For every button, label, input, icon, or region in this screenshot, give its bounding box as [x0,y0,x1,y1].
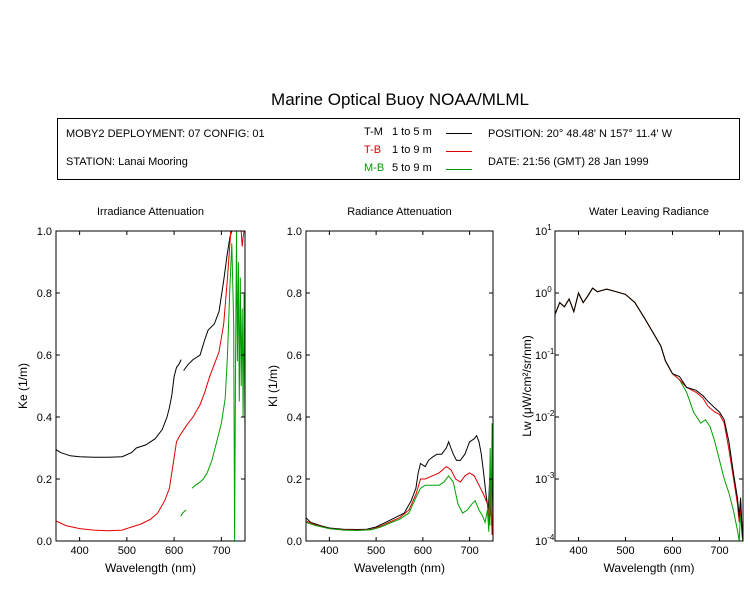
plot-frame [305,230,494,542]
x-tick-label: 600 [414,545,432,557]
y-tick-exponent: -2 [547,409,555,418]
y-tick-label: 0.0 [287,536,302,548]
y-axis-label: Kl (1/m) [266,365,280,407]
y-tick-label: 0.4 [37,412,52,424]
series-line-t-b [240,231,245,247]
page-title: Marine Optical Buoy NOAA/MLML [271,90,529,109]
series-line-t-m [56,359,182,458]
legend-line-tm [446,133,472,134]
legend-range-tm: 1 to 5 m [392,126,432,138]
plot-frame [55,230,246,542]
x-axis-label: Wavelength (nm) [604,561,695,575]
x-axis-label: Wavelength (nm) [354,561,445,575]
chart-title: Irradiance Attenuation [97,206,204,218]
y-tick-label: 0.0 [37,536,52,548]
x-tick-label: 400 [320,545,338,557]
series-line-t-m [306,434,493,531]
y-tick-label: 10-4 [535,533,555,548]
chart-2: Radiance Attenuation 400 500 600 700 0.0 0.2 0.… [266,206,494,575]
y-tick-label: 1.0 [37,226,52,238]
y-tick-label: 10-2 [535,409,555,424]
legend-code-tm: T-M [364,126,383,138]
y-tick-label: 0.6 [287,350,302,362]
x-tick-label: 700 [710,545,728,557]
y-tick-label: 0.4 [287,412,302,424]
series-line-m-b [180,509,187,517]
legend-range-tb: 1 to 9 m [392,144,432,156]
y-tick-exponent: -3 [547,471,555,480]
y-tick-label: 1.0 [287,226,302,238]
legend-range-mb: 5 to 9 m [392,162,432,174]
chart-title: Radiance Attenuation [347,206,452,218]
series-line-m-b [306,423,493,532]
series-line-t-b [306,465,493,535]
series-line-t-m [183,231,233,371]
x-tick-label: 400 [70,545,88,557]
x-tick-label: 700 [212,545,230,557]
y-axis-label: Ke (1/m) [16,363,30,409]
legend-line-mb [446,169,472,170]
y-tick-exponent: -1 [547,347,555,356]
y-axis-label: Lw (μW/cm²/sr/nm) [520,335,534,437]
x-tick-label: 500 [616,545,634,557]
info-box: MOBY2 DEPLOYMENT: 07 CONFIG: 01 STATION:… [57,118,740,180]
y-tick-exponent: 0 [547,285,552,294]
y-tick-exponent: 1 [547,223,552,232]
x-tick-label: 600 [663,545,681,557]
series-line-t-b [56,231,232,532]
chart-title: Water Leaving Radiance [589,206,709,218]
series-line-m-b [191,231,245,541]
x-tick-label: 500 [118,545,136,557]
y-tick-label: 101 [535,223,552,238]
x-axis-label: Wavelength (nm) [105,561,196,575]
series-line-t-m [555,287,743,541]
x-tick-label: 500 [367,545,385,557]
legend-code-tb: T-B [364,144,382,156]
x-tick-label: 700 [460,545,478,557]
y-tick-label: 0.2 [37,474,52,486]
deployment-text: MOBY2 DEPLOYMENT: 07 CONFIG: 01 [66,128,265,140]
y-tick-exponent: -4 [547,533,555,542]
chart-1: Irradiance Attenuation 400 500 600 700 0.0 0.2… [16,206,246,575]
y-tick-label: 0.2 [287,474,302,486]
x-tick-label: 600 [165,545,183,557]
plot-frame [554,230,744,542]
y-tick-label: 100 [535,285,552,300]
y-tick-label: 10-3 [535,471,555,486]
position-text: POSITION: 20° 48.48' N 157° 11.4' W [488,128,672,140]
y-tick-label: 0.8 [37,288,52,300]
station-text: STATION: Lanai Mooring [66,156,188,168]
x-tick-label: 400 [569,545,587,557]
date-text: DATE: 21:56 (GMT) 28 Jan 1999 [488,156,649,168]
legend-code-mb: M-B [364,162,385,174]
y-tick-label: 0.6 [37,350,52,362]
y-tick-label: 10-1 [535,347,555,362]
y-tick-label: 0.8 [287,288,302,300]
legend-line-tb [446,151,472,152]
